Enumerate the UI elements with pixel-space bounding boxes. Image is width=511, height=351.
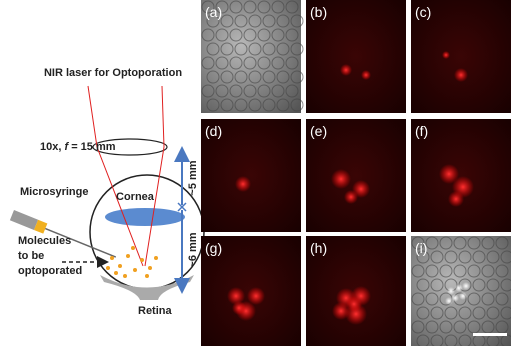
bright-spot bbox=[455, 284, 463, 292]
fluorescence bbox=[448, 191, 464, 207]
retina-label: Retina bbox=[138, 305, 173, 317]
mol-line: to be bbox=[18, 250, 44, 262]
cornea bbox=[105, 208, 185, 226]
molecules-label: Molecules to be optoporated bbox=[18, 235, 82, 277]
fluorescence bbox=[361, 70, 371, 80]
fluorescence bbox=[340, 64, 352, 76]
syringe-label: Microsyringe bbox=[20, 186, 88, 198]
schematic: NIR laser for Optoporation ~5 mm ~6 mm 1… bbox=[10, 67, 204, 317]
fluorescence bbox=[442, 51, 450, 59]
lens-label-a: 10x, bbox=[40, 141, 64, 153]
fluorescence bbox=[346, 296, 362, 312]
lens-label-b: = 15 mm bbox=[68, 141, 116, 153]
panel-label: (b) bbox=[310, 4, 327, 20]
mol-line: optoporated bbox=[18, 265, 82, 277]
figure: NIR laser for Optoporation ~5 mm ~6 mm 1… bbox=[0, 0, 511, 346]
bright-spot bbox=[445, 297, 453, 305]
cornea-label: Cornea bbox=[116, 191, 155, 203]
bright-spot bbox=[459, 292, 467, 300]
panel-label: (d) bbox=[205, 123, 222, 139]
fluorescence bbox=[235, 176, 251, 192]
panel-label: (i) bbox=[415, 240, 427, 256]
fluorescence bbox=[331, 169, 351, 189]
fluorescence bbox=[232, 301, 246, 315]
bright-spot bbox=[462, 282, 470, 290]
image-panels: (a) (b) (c) (d) (e) (f) (g) (h) (i) bbox=[201, 0, 511, 346]
panel-label: (g) bbox=[205, 240, 222, 256]
dim-lower: ~6 mm bbox=[187, 232, 199, 267]
panel-label: (f) bbox=[415, 123, 428, 139]
panel-label: (a) bbox=[205, 4, 222, 20]
scale-bar bbox=[473, 333, 507, 336]
panel-label: (h) bbox=[310, 240, 327, 256]
bright-spot bbox=[447, 287, 455, 295]
lens-label: 10x, f = 15 mm bbox=[40, 141, 116, 153]
laser-label: NIR laser for Optoporation bbox=[44, 67, 182, 79]
mol-line: Molecules bbox=[18, 235, 71, 247]
fluorescence bbox=[344, 190, 358, 204]
panel-label: (c) bbox=[415, 4, 431, 20]
fluorescence bbox=[454, 68, 468, 82]
panel-label: (e) bbox=[310, 123, 327, 139]
dim-upper: ~5 mm bbox=[187, 160, 199, 195]
